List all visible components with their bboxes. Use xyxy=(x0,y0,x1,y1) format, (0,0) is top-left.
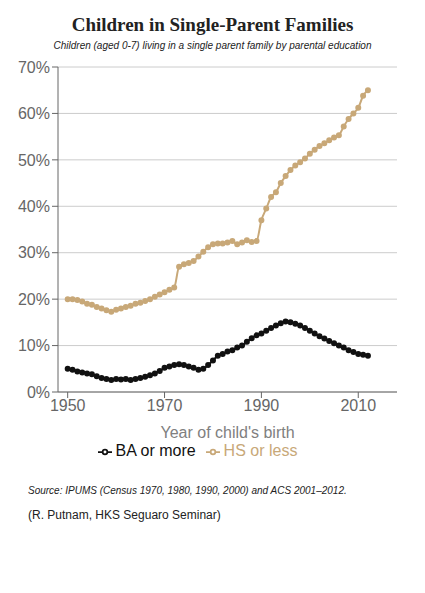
svg-text:2010: 2010 xyxy=(340,397,376,414)
html-text:Children in Single-Parent Fami: Children in Single-Parent Families xyxy=(71,14,354,35)
html-text:(R. Putnam, HKS Seguaro Semina: (R. Putnam, HKS Seguaro Seminar) xyxy=(28,508,221,522)
html-text:HS or less: HS or less xyxy=(223,442,298,459)
svg-text:20%: 20% xyxy=(18,291,50,308)
svg-text:30%: 30% xyxy=(18,244,50,261)
html-text:Source: IPUMS (Census 1970, 19: Source: IPUMS (Census 1970, 1980, 1990, … xyxy=(28,485,347,496)
svg-text:50%: 50% xyxy=(18,152,50,169)
svg-text:0%: 0% xyxy=(27,384,50,401)
svg-text:10%: 10% xyxy=(18,337,50,354)
svg-text:1970: 1970 xyxy=(147,397,183,414)
svg-text:1950: 1950 xyxy=(50,397,86,414)
html-text:Children (aged 0-7) living in: Children (aged 0-7) living in a single p… xyxy=(53,40,372,51)
svg-text:Year of child's birth: Year of child's birth xyxy=(160,424,294,441)
svg-text:70%: 70% xyxy=(18,59,50,76)
svg-text:1990: 1990 xyxy=(244,397,280,414)
svg-text:60%: 60% xyxy=(18,105,50,122)
svg-text:40%: 40% xyxy=(18,198,50,215)
html-text:BA or more: BA or more xyxy=(115,442,196,459)
